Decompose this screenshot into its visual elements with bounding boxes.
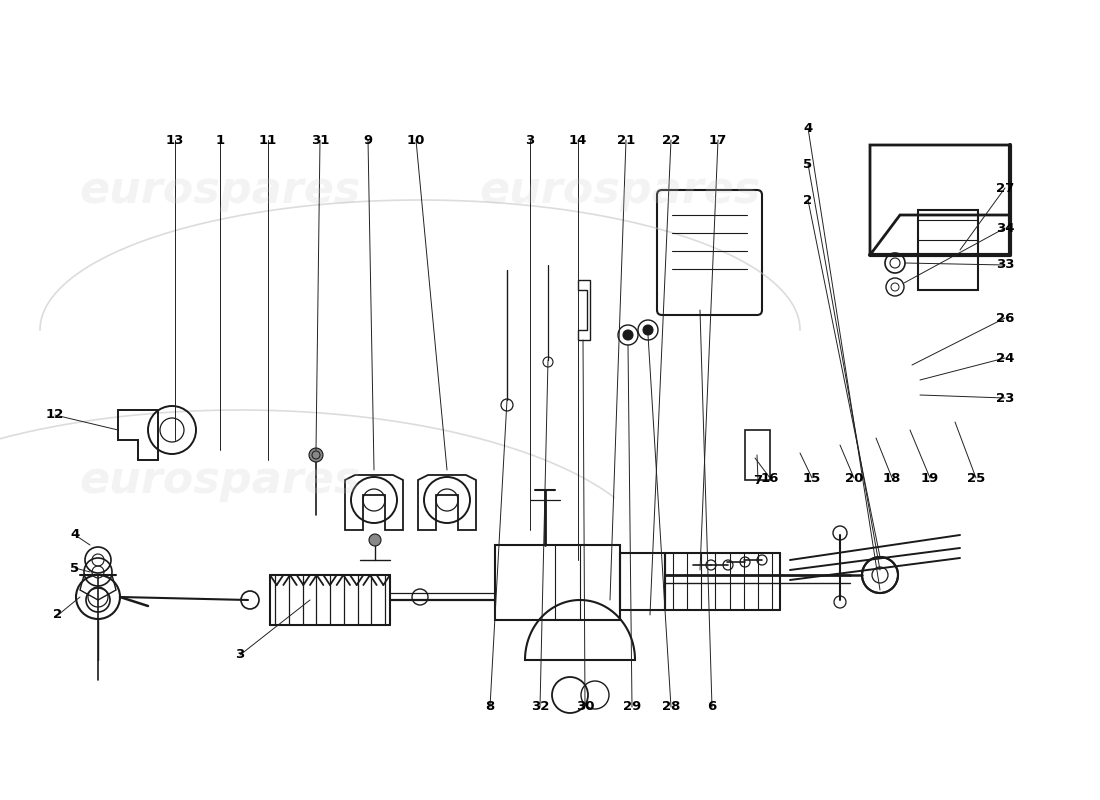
Text: eurospares: eurospares — [480, 169, 761, 211]
Text: 32: 32 — [531, 701, 549, 714]
Text: 14: 14 — [569, 134, 587, 146]
Text: 24: 24 — [996, 351, 1014, 365]
Text: 31: 31 — [311, 134, 329, 146]
Text: 17: 17 — [708, 134, 727, 146]
Text: 29: 29 — [623, 701, 641, 714]
Text: 5: 5 — [70, 562, 79, 574]
Text: 16: 16 — [761, 471, 779, 485]
Text: 23: 23 — [996, 391, 1014, 405]
Text: 7: 7 — [754, 474, 762, 486]
Circle shape — [644, 325, 653, 335]
Text: 3: 3 — [526, 134, 535, 146]
Text: 20: 20 — [845, 471, 864, 485]
Circle shape — [309, 448, 323, 462]
Text: 4: 4 — [803, 122, 813, 134]
Text: 28: 28 — [662, 701, 680, 714]
Bar — [918, 210, 978, 290]
Text: 6: 6 — [707, 701, 716, 714]
Text: 13: 13 — [166, 134, 184, 146]
Text: 21: 21 — [617, 134, 635, 146]
Text: 34: 34 — [996, 222, 1014, 234]
Text: 5: 5 — [803, 158, 813, 170]
Text: 15: 15 — [803, 471, 821, 485]
Text: 9: 9 — [363, 134, 373, 146]
Text: 19: 19 — [921, 471, 939, 485]
Text: 3: 3 — [235, 649, 244, 662]
Text: 10: 10 — [407, 134, 426, 146]
Text: 4: 4 — [70, 529, 79, 542]
Text: 27: 27 — [996, 182, 1014, 194]
Text: 2: 2 — [54, 609, 63, 622]
Text: 8: 8 — [485, 701, 495, 714]
Text: 26: 26 — [996, 311, 1014, 325]
Text: eurospares: eurospares — [79, 169, 361, 211]
Text: 30: 30 — [575, 701, 594, 714]
Text: 25: 25 — [967, 471, 986, 485]
Circle shape — [368, 534, 381, 546]
Text: 18: 18 — [883, 471, 901, 485]
Text: 22: 22 — [662, 134, 680, 146]
Text: 12: 12 — [46, 409, 64, 422]
Text: eurospares: eurospares — [79, 458, 361, 502]
Circle shape — [623, 330, 632, 340]
Text: 33: 33 — [996, 258, 1014, 271]
Text: 2: 2 — [803, 194, 813, 206]
Text: 11: 11 — [258, 134, 277, 146]
Text: 1: 1 — [216, 134, 224, 146]
